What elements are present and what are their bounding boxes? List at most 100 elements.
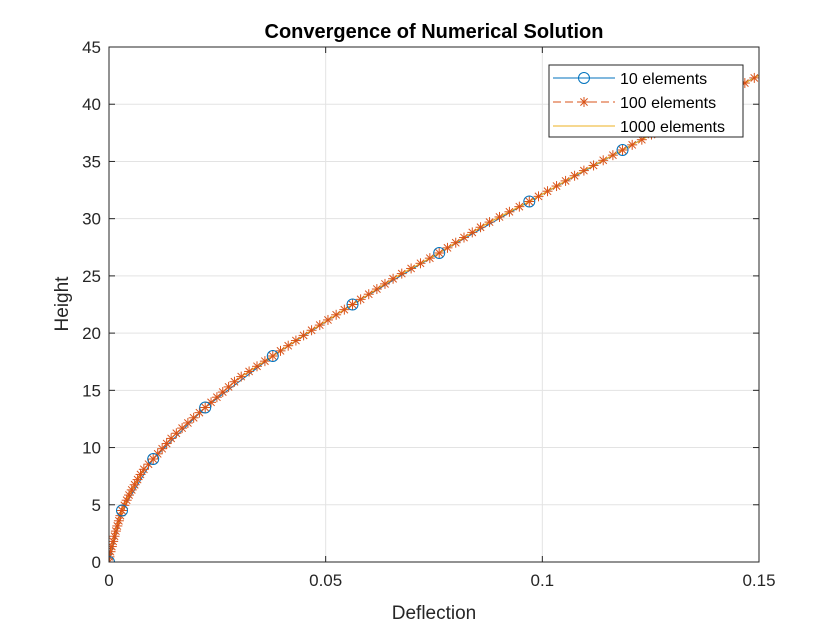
series-100-elements-point bbox=[607, 150, 618, 161]
series-100-elements-point bbox=[627, 139, 638, 150]
y-tick-label: 30 bbox=[82, 210, 101, 229]
series-100-elements-point bbox=[434, 248, 445, 258]
series-10-elements-point bbox=[805, 42, 816, 53]
series-100-elements-point bbox=[749, 72, 759, 83]
series-100-elements-point bbox=[363, 289, 374, 300]
series-100-elements-point bbox=[442, 242, 453, 253]
y-tick-label: 40 bbox=[82, 95, 101, 114]
series-10-elements-point bbox=[116, 504, 128, 517]
x-tick-label: 0 bbox=[104, 571, 113, 590]
legend-entry: 10 elements bbox=[620, 71, 707, 88]
axes-box bbox=[108, 46, 760, 563]
y-axis-label: Height bbox=[52, 276, 73, 332]
series-100-elements-point bbox=[551, 181, 562, 192]
series-100-elements-point bbox=[126, 484, 137, 495]
series-100-elements-point bbox=[777, 57, 787, 67]
series-100-elements-point bbox=[758, 72, 759, 74]
ticks: 0 0.05 0.1 0.15 0 5 10 15 20 25 30 35 40 45 bbox=[82, 38, 775, 590]
legend: 10 elements 100 elements 1000 elements bbox=[548, 64, 744, 138]
series-100-elements-point bbox=[229, 376, 240, 387]
series-100-elements-point bbox=[459, 232, 470, 243]
y-tick-label: 20 bbox=[82, 324, 101, 343]
series-100-elements-point bbox=[424, 253, 435, 264]
series-10-elements-point bbox=[199, 401, 212, 414]
series-100-elements-point bbox=[598, 155, 609, 166]
series-100-elements-point bbox=[275, 345, 286, 356]
series-10-elements-point bbox=[616, 144, 629, 156]
x-tick-label: 0.1 bbox=[531, 571, 555, 590]
series-100-elements-point bbox=[617, 145, 628, 155]
series-100-elements-point bbox=[504, 206, 515, 217]
series-100-elements-point bbox=[298, 330, 309, 341]
x-axis-label: Deflection bbox=[392, 603, 477, 624]
series-100-elements-point bbox=[514, 201, 525, 212]
series-100-elements-point bbox=[396, 268, 407, 279]
series-100-elements-point bbox=[371, 284, 382, 295]
series-100-elements-point bbox=[290, 335, 301, 346]
series-100-elements-point bbox=[236, 371, 247, 382]
series-100-elements-point bbox=[578, 165, 589, 176]
series-100-elements-point bbox=[331, 309, 342, 320]
legend-box bbox=[548, 64, 744, 138]
series-100-elements-point bbox=[267, 351, 278, 361]
legend-entry: 1000 elements bbox=[620, 119, 725, 136]
series-100-elements-point bbox=[161, 438, 172, 449]
series-100-elements-point bbox=[542, 186, 553, 197]
chart-title: Convergence of Numerical Solution bbox=[265, 21, 604, 43]
series-10-elements-point bbox=[523, 195, 536, 208]
y-tick-label: 15 bbox=[82, 381, 101, 400]
series-100-elements-point bbox=[475, 222, 486, 233]
series-100-elements-point bbox=[135, 469, 146, 480]
series-100-elements-point bbox=[129, 479, 140, 490]
series-100-elements-point bbox=[406, 263, 417, 274]
series-10-elements-point bbox=[346, 298, 359, 311]
series-100-elements-point bbox=[796, 47, 806, 57]
y-tick-label: 10 bbox=[82, 439, 101, 458]
series-100-elements-point bbox=[787, 52, 797, 62]
series-100-elements-point bbox=[132, 474, 143, 485]
series-100-elements-point bbox=[124, 490, 135, 501]
series-100-elements-point bbox=[494, 211, 505, 222]
series-100-elements-point bbox=[805, 42, 815, 52]
series-100-elements-point bbox=[569, 170, 580, 181]
series-100-elements-point bbox=[339, 304, 350, 315]
x-tick-label: 0.15 bbox=[742, 571, 775, 590]
series-100-elements-point bbox=[347, 299, 358, 310]
series-100-elements-point bbox=[322, 314, 333, 325]
y-tick-label: 0 bbox=[92, 553, 101, 572]
series-100-elements-point bbox=[306, 325, 317, 336]
series-100-elements-point bbox=[524, 196, 535, 207]
series-100-elements-point bbox=[259, 356, 270, 367]
legend-marker bbox=[578, 72, 590, 84]
series-10-elements-point bbox=[147, 453, 160, 465]
series-100-elements-point bbox=[388, 273, 399, 284]
series-100-elements-point bbox=[484, 217, 495, 228]
series-100-elements-point bbox=[355, 294, 366, 305]
series-10-elements-point bbox=[266, 350, 279, 362]
series-100-elements-point bbox=[109, 531, 120, 542]
y-tick-label: 35 bbox=[82, 152, 101, 171]
series-100-elements-point bbox=[768, 63, 778, 73]
y-tick-label: 45 bbox=[82, 38, 101, 57]
series-100-elements-point bbox=[467, 227, 478, 238]
series-100-elements-point bbox=[252, 361, 263, 372]
series-100-elements-point bbox=[533, 191, 544, 202]
series-100-elements-point bbox=[117, 505, 127, 516]
series-100-elements-point bbox=[415, 258, 426, 269]
series-100-elements-point bbox=[450, 237, 461, 248]
series-100-elements-point bbox=[244, 366, 255, 377]
series-100-elements-point bbox=[171, 428, 182, 439]
series-100-elements-point bbox=[283, 340, 294, 351]
series-100-elements-point bbox=[588, 160, 599, 171]
legend-entry: 100 elements bbox=[620, 95, 716, 112]
series-100-elements-point bbox=[379, 278, 390, 289]
y-tick-label: 25 bbox=[82, 267, 101, 286]
series-100-elements-point bbox=[177, 423, 188, 434]
legend-marker bbox=[579, 97, 589, 107]
series-100-elements-point bbox=[314, 320, 325, 331]
series-100-elements-point bbox=[109, 557, 114, 562]
x-tick-label: 0.05 bbox=[309, 571, 342, 590]
y-tick-label: 5 bbox=[92, 496, 101, 515]
series-100-elements-point bbox=[560, 175, 571, 186]
